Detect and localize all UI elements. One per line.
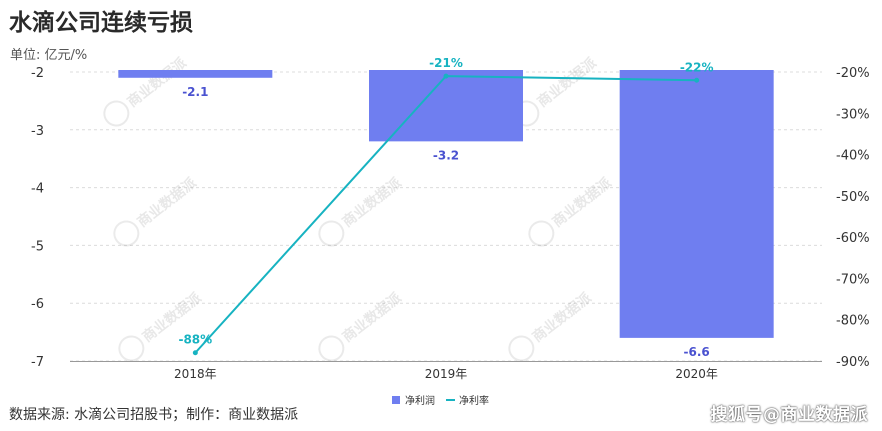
y-right-tick-label: -40% [836,149,870,164]
y-left-tick-label: -7 [31,355,44,370]
legend-label: 净利率 [459,394,489,407]
watermark-logo-icon [318,220,345,247]
watermark-text: 商业数据派 [124,54,190,111]
line-point [443,73,449,79]
watermark-text: 商业数据派 [529,289,595,346]
x-tick-label: 2019年 [425,367,468,381]
watermark-logo-icon [528,220,555,247]
legend-label: 净利润 [405,394,435,407]
watermark-logo-icon [508,335,535,362]
watermark: 商业数据派 [528,174,615,247]
bar-data-label: -2.1 [182,85,208,99]
y-right-tick-label: -20% [836,66,870,81]
watermark-logo-icon [103,100,130,127]
y-right-tick-label: -60% [836,231,870,246]
bar [118,70,273,78]
line-data-label: -88% [178,333,212,347]
x-tick-label: 2018年 [174,367,217,381]
watermark: 商业数据派 [103,54,190,127]
watermark: 商业数据派 [318,289,405,362]
axes: -2 -3 -4 -5 -6 -7 -20% -30% -40% -50% -60% -70% -80%… [31,66,870,381]
y-right-tick-label: -30% [836,107,870,122]
unit-label: 单位: 亿元/% [10,48,88,63]
watermark: 商业数据派 [318,174,405,247]
y-right-tick-label: -70% [836,272,870,287]
y-right-tick-label: -50% [836,190,870,205]
legend: 净利润 净利率 [392,394,489,407]
y-right-tick-label: -90% [836,355,870,370]
bars [118,70,774,338]
bar [619,70,774,338]
data-labels: -2.1 -3.2 -6.6 -88% -21% -22% [178,56,713,359]
watermark: 商业数据派 [113,174,200,247]
bar-data-label: -6.6 [684,345,710,359]
y-left-tick-label: -4 [31,182,44,197]
y-left-tick-label: -6 [31,297,44,312]
x-tick-label: 2020年 [675,367,718,381]
bar [369,70,523,142]
y-left-tick-label: -2 [31,66,44,81]
watermark: 商业数据派 [513,54,600,127]
line-series [192,73,700,356]
bar-data-label: -3.2 [433,148,459,162]
source-note: 数据来源: 水滴公司招股书；制作：商业数据派 [9,407,299,423]
chart-title: 水滴公司连续亏损 [9,10,193,36]
y-right-tick-label: -80% [836,314,870,329]
brand-watermark: 搜狐号@商业数据派 [710,405,868,425]
watermark-text: 商业数据派 [549,174,615,231]
line-data-label: -22% [680,60,714,74]
watermark-logo-icon [318,335,345,362]
watermark-text: 商业数据派 [134,174,200,231]
y-left-tick-label: -3 [31,124,44,139]
watermark: 商业数据派 [508,289,595,362]
line-point [192,350,198,356]
watermark-text: 商业数据派 [339,289,405,346]
line-point [694,77,700,83]
y-left-tick-label: -5 [31,239,44,254]
watermark-text: 商业数据派 [534,54,600,111]
line-data-label: -21% [429,56,463,70]
watermark-logo-icon [118,335,145,362]
watermark-logo-icon [113,220,140,247]
legend-swatch-bar [392,396,400,404]
